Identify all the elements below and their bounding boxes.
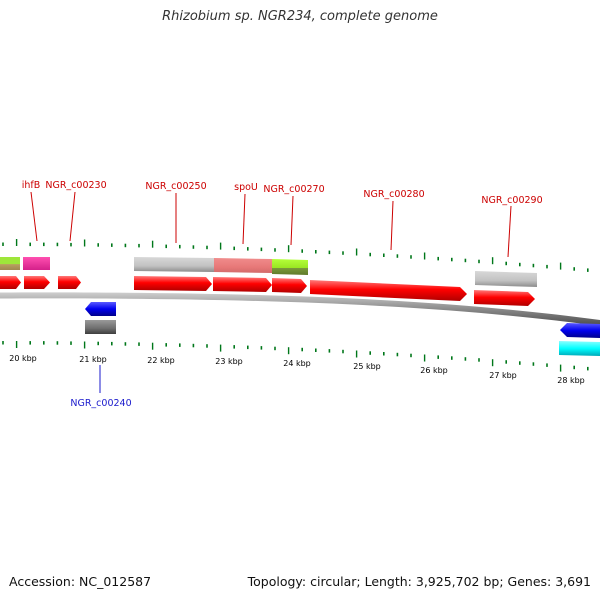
- gene-label-ngr-c00290[interactable]: NGR_c00290: [481, 195, 542, 206]
- gene-label-ngr-c00240[interactable]: NGR_c00240: [70, 398, 131, 409]
- genome-backbone: [0, 292, 600, 326]
- map-title: Rhizobium sp. NGR234, complete genome: [162, 9, 438, 24]
- accession-text: Accession: NC_012587: [9, 574, 152, 589]
- reverse-cds-track: [85, 302, 600, 356]
- cds-forward-arrow[interactable]: [134, 276, 212, 291]
- gene-label-ngr-c00270[interactable]: NGR_c00270: [263, 184, 324, 195]
- cds-forward-arrow[interactable]: [310, 280, 467, 301]
- kbp-label: 27 kbp: [489, 371, 517, 380]
- feature-track-outer: [0, 257, 537, 287]
- kbp-label: 26 kbp: [420, 366, 448, 375]
- gene-label-ngr-c00250[interactable]: NGR_c00250: [145, 181, 206, 192]
- cds-forward-arrow[interactable]: [474, 290, 535, 306]
- cds-reverse-arrow[interactable]: [560, 323, 600, 338]
- feature-block[interactable]: [559, 341, 600, 356]
- kbp-label: 20 kbp: [9, 354, 37, 363]
- gene-label-ihfB[interactable]: ihfB: [22, 180, 41, 191]
- kbp-label: 25 kbp: [353, 362, 381, 371]
- cds-forward-arrow[interactable]: [0, 276, 21, 289]
- gene-label-ngr-c00280[interactable]: NGR_c00280: [363, 189, 424, 200]
- cds-forward-arrow[interactable]: [58, 276, 81, 289]
- kbp-label: 22 kbp: [147, 356, 175, 365]
- feature-block[interactable]: [134, 257, 214, 272]
- feature-block[interactable]: [85, 320, 116, 334]
- reverse-strand-ticks: [2, 341, 589, 372]
- gene-label-ngr-c00230[interactable]: NGR_c00230: [45, 180, 106, 191]
- cds-forward-arrow[interactable]: [24, 276, 50, 289]
- cds-reverse-arrow[interactable]: [85, 302, 116, 316]
- forward-strand-ticks: [2, 239, 589, 272]
- kbp-scale: 20 kbp 21 kbp 22 kbp 23 kbp 24 kbp 25 kb…: [9, 354, 585, 385]
- kbp-label: 23 kbp: [215, 357, 243, 366]
- feature-block[interactable]: [0, 257, 20, 270]
- feature-block[interactable]: [475, 271, 537, 287]
- kbp-label: 28 kbp: [557, 376, 585, 385]
- feature-block[interactable]: [214, 258, 272, 273]
- feature-block[interactable]: [272, 259, 308, 275]
- kbp-label: 21 kbp: [79, 355, 107, 364]
- cds-forward-arrow[interactable]: [213, 277, 272, 292]
- kbp-label: 24 kbp: [283, 359, 311, 368]
- forward-gene-labels: ihfB NGR_c00230 NGR_c00250 spoU NGR_c002…: [22, 180, 543, 206]
- genome-summary-text: Topology: circular; Length: 3,925,702 bp…: [247, 574, 591, 589]
- gene-label-spoU[interactable]: spoU: [234, 182, 258, 193]
- forward-cds-track: [0, 276, 535, 306]
- cds-forward-arrow[interactable]: [272, 278, 307, 293]
- forward-label-leaders: [30, 191, 512, 258]
- feature-block[interactable]: [23, 257, 50, 270]
